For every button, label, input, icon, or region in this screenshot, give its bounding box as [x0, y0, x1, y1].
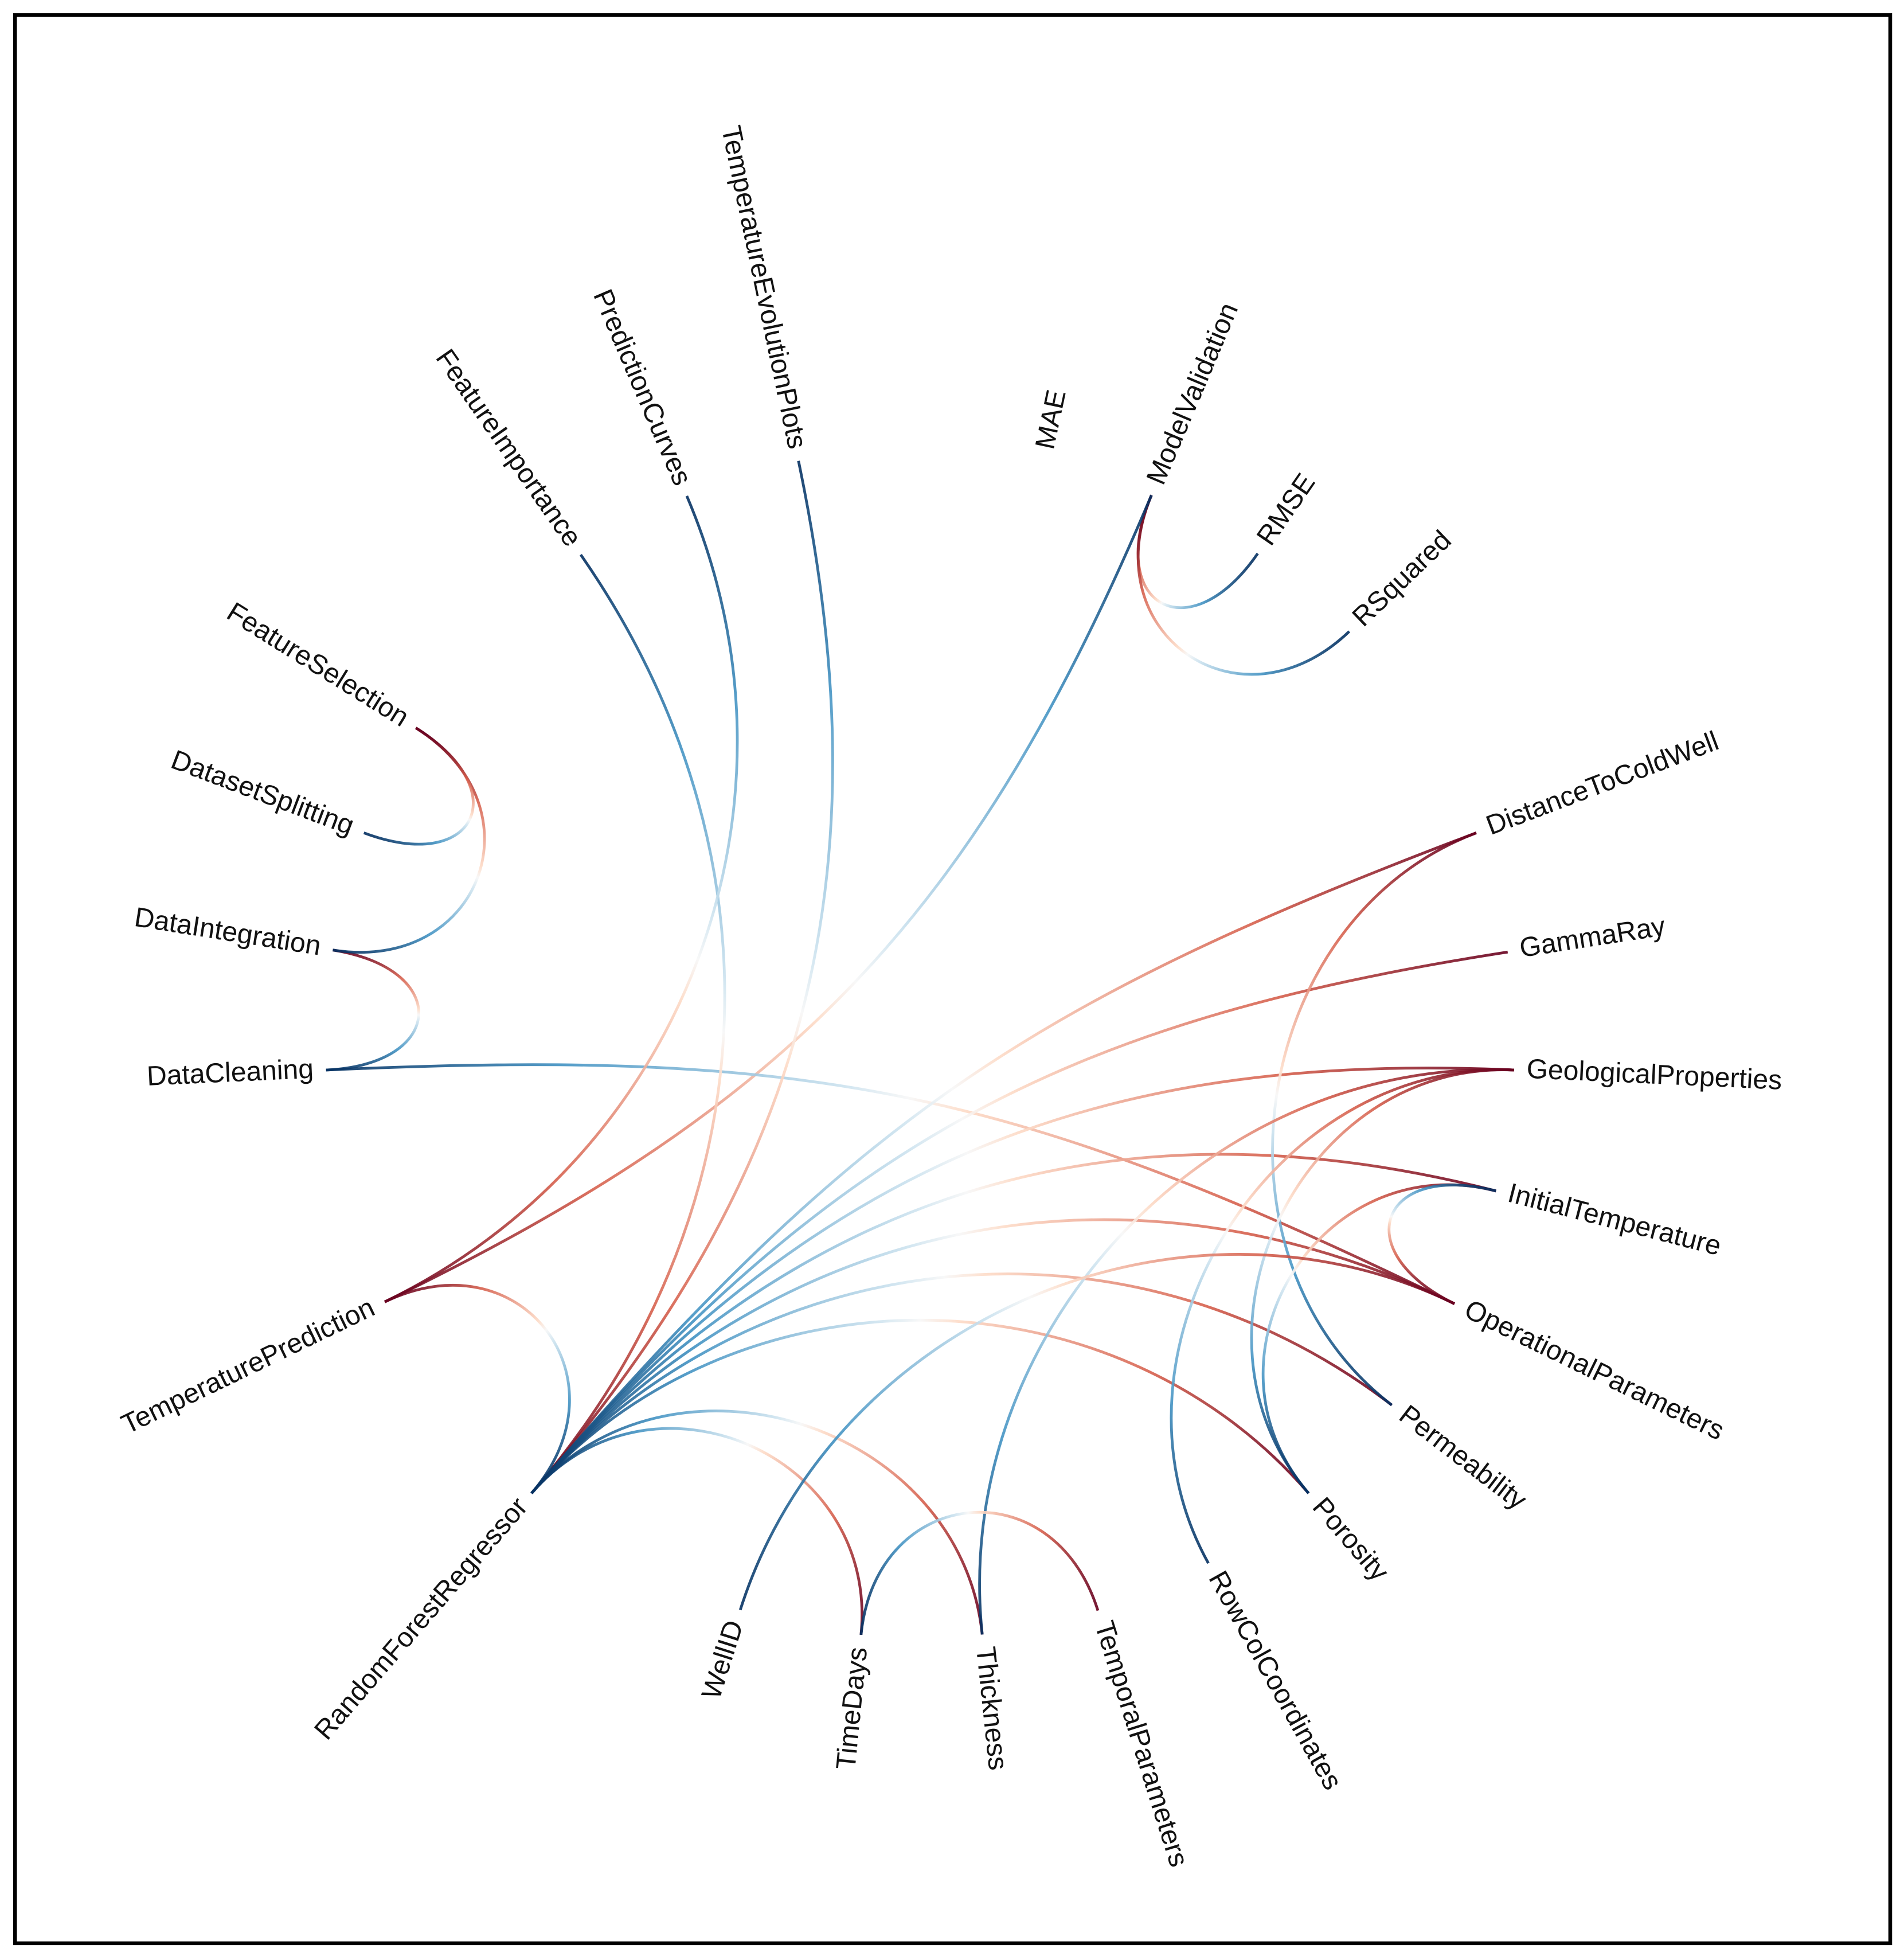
edge	[1261, 1183, 1496, 1494]
edge	[530, 553, 726, 1494]
edge	[363, 727, 475, 846]
edge	[384, 494, 1153, 1303]
edge	[978, 1068, 1514, 1635]
edge	[326, 1063, 1456, 1305]
edge	[384, 495, 739, 1303]
edge	[1136, 494, 1351, 676]
edge	[530, 1153, 1496, 1494]
edge	[1387, 1184, 1496, 1305]
edge	[530, 831, 1477, 1494]
edge	[530, 1218, 1456, 1494]
edge	[1170, 1068, 1514, 1564]
edge	[326, 948, 420, 1072]
edge	[530, 1067, 1514, 1494]
edge	[859, 1511, 1100, 1635]
edge	[530, 1272, 1393, 1494]
edge	[384, 1283, 571, 1494]
edge	[1250, 1068, 1514, 1494]
node-label: DataCleaning	[146, 1054, 314, 1092]
edge	[530, 460, 834, 1494]
edge	[738, 1253, 1456, 1611]
edge	[1271, 831, 1477, 1407]
edges	[326, 460, 1514, 1635]
edge	[530, 1410, 984, 1635]
frame	[13, 13, 1893, 1946]
edge	[530, 1427, 863, 1635]
edge	[530, 1318, 1310, 1494]
edge	[530, 950, 1508, 1494]
